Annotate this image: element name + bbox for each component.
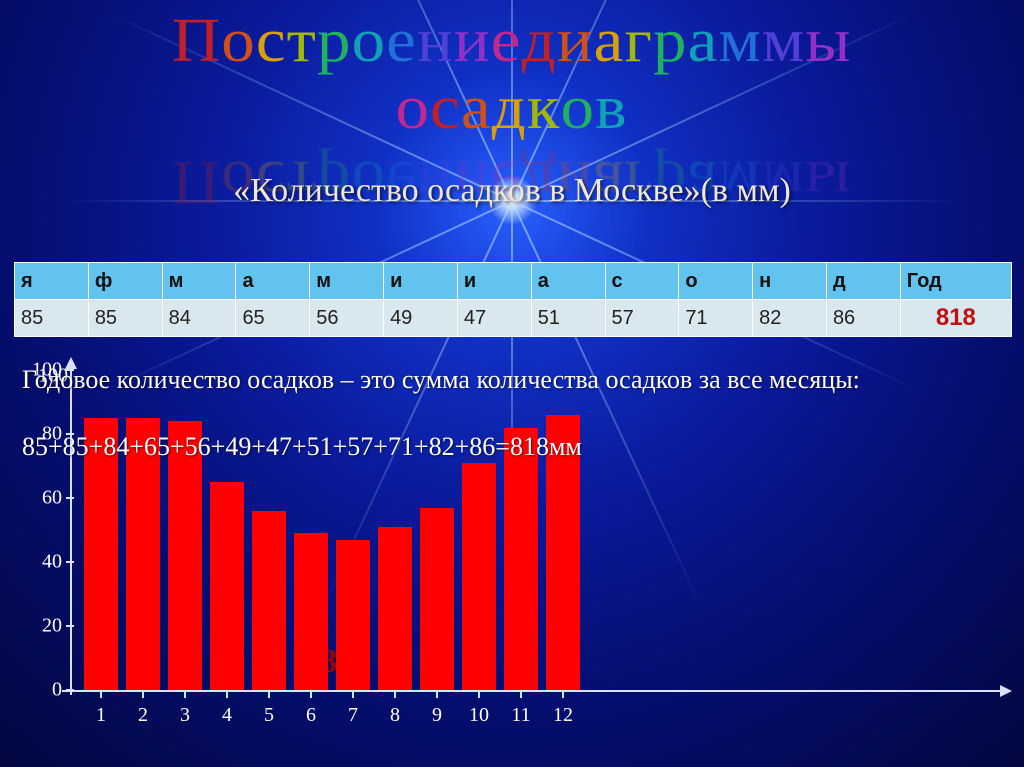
y-tick	[66, 497, 74, 499]
table-value-cell: 56	[310, 300, 384, 337]
x-tick	[184, 690, 186, 698]
table-header-cell: а	[531, 263, 605, 300]
table-value-cell: 85	[88, 300, 162, 337]
x-tick-label: 2	[138, 704, 148, 727]
table-value-cell: 51	[531, 300, 605, 337]
table-header-cell: м	[310, 263, 384, 300]
x-tick-label: 6	[306, 704, 316, 727]
x-tick-label: 9	[432, 704, 442, 727]
table-value-cell: 47	[457, 300, 531, 337]
table-value-cell: 818	[900, 300, 1011, 337]
table-value-row: 858584655649475157718286818	[15, 300, 1012, 337]
x-tick	[100, 690, 102, 698]
table-header-cell: я	[15, 263, 89, 300]
x-tick	[436, 690, 438, 698]
bar-chart: 020406080100100123456789101112818	[22, 360, 1002, 740]
table-header-cell: м	[162, 263, 236, 300]
x-tick	[268, 690, 270, 698]
y-tick	[66, 561, 74, 563]
x-tick	[520, 690, 522, 698]
table-header-cell: и	[384, 263, 458, 300]
subtitle: «Количество осадков в Москве»(в мм)	[0, 172, 1024, 210]
y-tick-label: 20	[22, 615, 62, 638]
x-tick	[478, 690, 480, 698]
y-tick-label: 60	[22, 487, 62, 510]
y-tick	[66, 433, 74, 435]
bar	[378, 527, 412, 690]
table-value-cell: 84	[162, 300, 236, 337]
table-header-cell: н	[753, 263, 827, 300]
table-header-cell: о	[679, 263, 753, 300]
y-tick	[66, 625, 74, 627]
table-header-cell: а	[236, 263, 310, 300]
table-value-cell: 49	[384, 300, 458, 337]
y-tick-label: 0	[22, 679, 62, 702]
bar	[336, 540, 370, 690]
bar	[210, 482, 244, 690]
x-tick-label: 7	[348, 704, 358, 727]
table-header-cell: с	[605, 263, 679, 300]
table-value-cell: 82	[753, 300, 827, 337]
x-tick	[562, 690, 564, 698]
x-tick	[226, 690, 228, 698]
y-axis	[70, 360, 72, 695]
slide-stage: Построение диаграммыосадков Построение д…	[0, 0, 1024, 767]
data-table: яфмамииасондГод 858584655649475157718286…	[14, 262, 1012, 337]
bar	[168, 421, 202, 690]
x-tick-label: 4	[222, 704, 232, 727]
x-tick	[394, 690, 396, 698]
table-value-cell: 71	[679, 300, 753, 337]
x-axis-arrow-icon	[1000, 685, 1012, 697]
table-value-cell: 86	[826, 300, 900, 337]
x-tick-label: 3	[180, 704, 190, 727]
y-tick-label: 80	[22, 423, 62, 446]
title-wrap: Построение диаграммыосадков	[0, 8, 1024, 142]
x-tick-label: 8	[390, 704, 400, 727]
x-tick-label: 11	[511, 704, 530, 727]
x-axis	[62, 690, 1002, 692]
bar	[294, 533, 328, 690]
table-value-cell: 85	[15, 300, 89, 337]
table-header-cell: ф	[88, 263, 162, 300]
table-header-cell: и	[457, 263, 531, 300]
bar	[546, 415, 580, 690]
table-value-cell: 65	[236, 300, 310, 337]
slide-title: Построение диаграммыосадков	[172, 8, 852, 142]
bar	[84, 418, 118, 690]
y-tick	[66, 689, 74, 691]
bar	[126, 418, 160, 690]
bar	[252, 511, 286, 690]
x-tick-label: 1	[96, 704, 106, 727]
x-tick-label: 12	[553, 704, 573, 727]
x-tick-label: 10	[469, 704, 489, 727]
table-header-row: яфмамииасондГод	[15, 263, 1012, 300]
x-tick	[352, 690, 354, 698]
bar	[420, 508, 454, 690]
y-tick-label: 40	[22, 551, 62, 574]
y-extra-label: 100	[28, 365, 68, 388]
bar	[462, 463, 496, 690]
table-header-cell: д	[826, 263, 900, 300]
table-header-cell: Год	[900, 263, 1011, 300]
bar	[504, 428, 538, 690]
x-tick	[142, 690, 144, 698]
x-tick	[310, 690, 312, 698]
x-tick-label: 5	[264, 704, 274, 727]
table-value-cell: 57	[605, 300, 679, 337]
